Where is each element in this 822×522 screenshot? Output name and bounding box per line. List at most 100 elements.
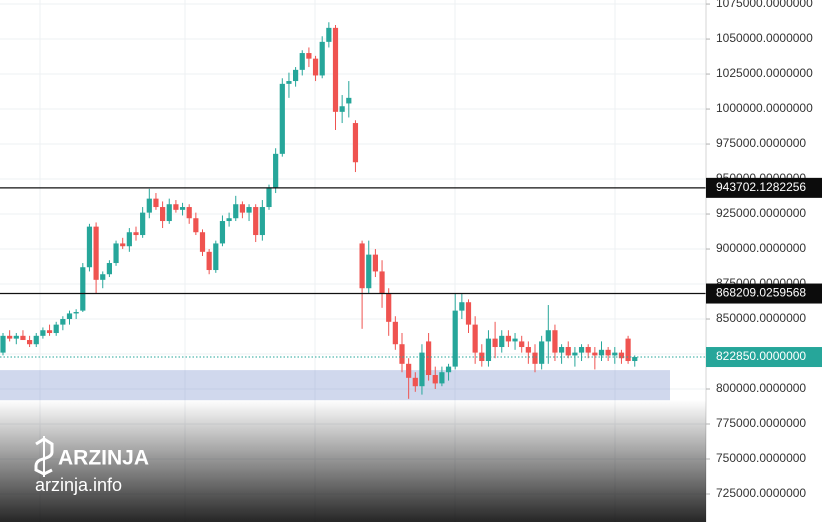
candle-body [399, 344, 405, 364]
candle-body [80, 267, 86, 311]
candle-body [246, 207, 252, 213]
candle-body [166, 204, 172, 222]
candle-body [186, 207, 192, 219]
candle-body [146, 198, 152, 213]
candle-body [532, 352, 538, 364]
y-tick-label: 900000.0000000 [716, 241, 806, 255]
candle-body [452, 310, 458, 367]
candle-body [618, 352, 625, 359]
candle-body [432, 375, 438, 384]
candle-body [465, 302, 472, 325]
price-zone [0, 370, 670, 401]
y-tick-label: 1075000.0000000 [716, 0, 813, 10]
y-tick-label: 975000.0000000 [716, 136, 806, 150]
candle-body [219, 221, 226, 244]
y-tick-label: 1050000.0000000 [716, 31, 813, 45]
candle-body [585, 347, 591, 353]
candle-body [20, 335, 26, 341]
candle-body [140, 212, 146, 236]
candle-body [226, 218, 232, 222]
candle-body [253, 207, 259, 236]
candle-body [199, 232, 206, 252]
candle-body [106, 263, 112, 275]
candle-body [512, 338, 518, 342]
level-label: 868209.0259568 [716, 286, 806, 300]
candle-body [419, 352, 425, 387]
brand-name: ARZINJA [58, 447, 149, 470]
candle-body [46, 330, 53, 334]
candle-body [592, 352, 598, 356]
candle-body [266, 187, 272, 208]
candle-body [286, 81, 292, 84]
candle-body [426, 341, 432, 376]
candle-body [505, 335, 511, 342]
candle-body [160, 207, 166, 222]
candle-body [7, 335, 13, 339]
candle-body [352, 123, 359, 163]
candle-body [53, 324, 59, 334]
candle-body [273, 153, 279, 188]
candle-body [552, 330, 558, 353]
candle-body [439, 372, 445, 384]
candle-body [625, 338, 631, 362]
plot [0, 22, 706, 401]
level-label: 943702.1282256 [716, 180, 806, 194]
candle-body [445, 366, 452, 373]
candle-body [126, 232, 132, 247]
candle-body [605, 349, 611, 356]
candle-body [299, 53, 305, 70]
candle-body [539, 341, 545, 364]
candle-body [326, 27, 332, 42]
candle-body [60, 319, 66, 325]
candle-body [525, 347, 531, 353]
y-tick-label: 850000.0000000 [716, 311, 806, 325]
candle-body [392, 321, 398, 345]
candle-body [293, 69, 299, 82]
y-tick-label: 775000.0000000 [716, 416, 806, 430]
y-tick-label: 1025000.0000000 [716, 66, 813, 80]
candle-body [233, 204, 239, 219]
candle-body [366, 254, 372, 289]
candle-body [133, 232, 139, 236]
y-tick-label: 925000.0000000 [716, 206, 806, 220]
candle-body [179, 207, 186, 210]
candle-body [113, 243, 119, 264]
level-box [706, 177, 822, 198]
candle-body [86, 226, 93, 268]
candle-body [239, 204, 245, 213]
y-tick-label: 1000000.0000000 [716, 101, 813, 115]
candle-body [412, 377, 418, 387]
candle-body [492, 338, 498, 348]
candle-body [93, 226, 99, 280]
candle-body [27, 340, 33, 345]
candle-body [559, 347, 565, 353]
y-tick-label: 800000.0000000 [716, 381, 806, 395]
candle-body [153, 198, 159, 208]
candle-body [472, 324, 478, 353]
candle-body [73, 312, 79, 314]
candle-body [312, 58, 319, 76]
candle-body [379, 271, 385, 294]
candle-body [545, 330, 551, 342]
candle-body [40, 330, 46, 336]
candle-body [173, 204, 179, 210]
candle-body [120, 243, 126, 247]
candle-body [13, 335, 19, 339]
candle-body [372, 254, 378, 272]
candle-body [100, 274, 106, 280]
candle-body [598, 349, 605, 356]
candle-body [33, 335, 39, 345]
y-tick-label: 725000.0000000 [716, 486, 806, 500]
candle-body [386, 293, 392, 322]
candle-body [485, 338, 492, 362]
watermark-shade [0, 400, 706, 522]
candle-body [332, 27, 339, 112]
candle-body [259, 207, 265, 236]
candle-body [346, 97, 352, 104]
candle-body [279, 83, 285, 154]
candle-body [339, 106, 345, 112]
candle-body [66, 313, 73, 320]
candle-body [632, 357, 638, 362]
price-axis: 1075000.0000000 1050000.0000000 1025000.00… [706, 0, 822, 500]
